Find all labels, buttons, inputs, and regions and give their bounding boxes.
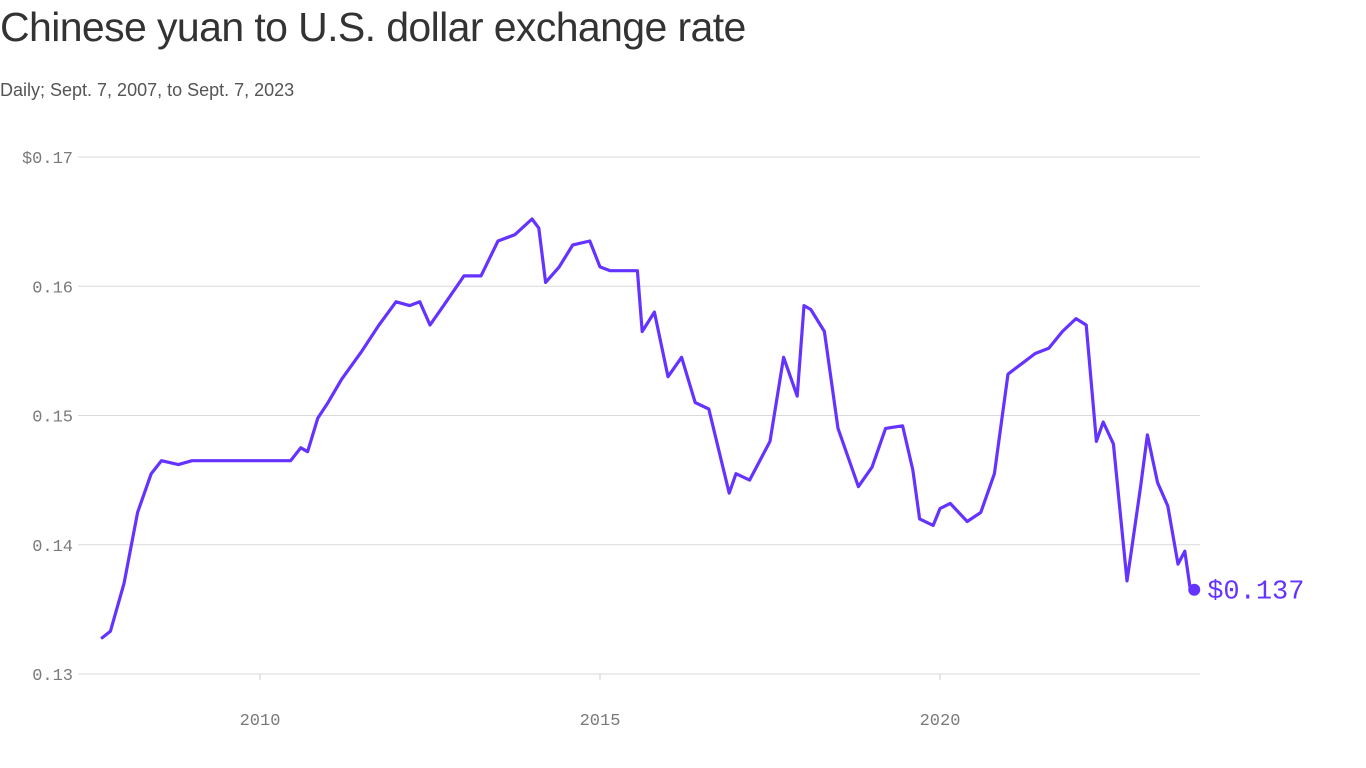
y-tick-label: 0.15 — [32, 409, 73, 428]
y-axis-ticks: $0.17 0.16 0.15 0.14 0.13 — [22, 150, 73, 686]
series-layer: $0.137 — [100, 217, 1304, 640]
chart-subtitle: Daily; Sept. 7, 2007, to Sept. 7, 2023 — [0, 80, 295, 100]
grid-lines — [78, 156, 1200, 675]
y-tick-label: 0.13 — [32, 667, 73, 686]
x-tick-label: 2015 — [580, 712, 621, 731]
y-tick-label: 0.16 — [32, 279, 73, 298]
x-axis-ticks: 2010 2015 2020 — [240, 674, 961, 731]
x-tick-label: 2020 — [920, 712, 961, 731]
chart-title: Chinese yuan to U.S. dollar exchange rat… — [0, 4, 746, 50]
x-tick-label: 2010 — [240, 712, 281, 731]
end-value-label: $0.137 — [1207, 578, 1304, 608]
series-line — [100, 217, 1192, 640]
end-point-marker — [1188, 583, 1201, 596]
y-tick-label: $0.17 — [22, 150, 73, 169]
y-tick-label: 0.14 — [32, 538, 73, 557]
